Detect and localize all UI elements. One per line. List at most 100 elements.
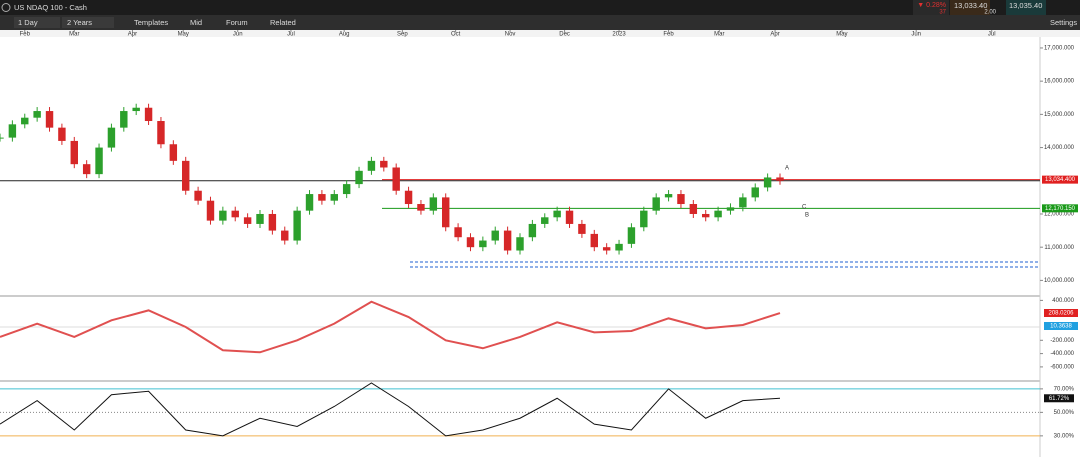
level-label-box [1042,175,1078,184]
candle [157,121,165,145]
candle [8,124,17,138]
candle [739,197,747,208]
candle [95,147,103,175]
ask[interactable]: 13,035.40 [1009,1,1042,10]
candle [231,210,239,218]
candle [380,160,388,168]
x-tick-label: Jun [911,32,921,38]
indicator-line [0,382,781,437]
button[interactable]: Related [270,18,296,27]
x-tick-label: Mar [714,32,724,38]
candle [689,204,698,214]
candle [776,177,784,181]
x-tick-label: Apr [128,32,137,38]
ask-box[interactable] [1006,0,1046,15]
bid[interactable]: 13,033.40 [954,1,987,10]
button[interactable]: Templates [134,18,168,27]
icon [1,3,11,12]
settings[interactable]: Settings [1050,18,1077,27]
candle [342,184,351,195]
range-button[interactable] [62,17,114,28]
x-tick-label: Jun [233,32,243,38]
interval-button[interactable] [14,17,60,28]
candle [268,213,277,231]
level-label: 13,034.400 [1045,177,1076,183]
candle [751,187,759,198]
candle [442,197,450,228]
range[interactable]: 2 Years [67,18,92,27]
candle [33,111,41,118]
change-box [913,0,949,15]
candle [281,230,289,241]
candle [367,160,376,171]
y-tick-label: 50.00% [1054,410,1075,416]
x-tick-label: Dec [559,32,570,38]
y-tick-label: 11,000.000 [1044,245,1074,251]
candle [70,140,78,165]
instrument[interactable]: US NDAQ 100 - Cash [14,3,87,12]
candle [169,144,178,161]
bid-box[interactable] [950,0,990,15]
value-label: 208.0206 [1048,311,1074,317]
x-tick-label: Aug [339,32,350,38]
button[interactable]: Forum [226,18,248,27]
y-tick-label: 17,000.000 [1044,46,1075,52]
candle [590,233,598,248]
y-tick-label: 15,000.000 [1044,112,1075,118]
candle [726,207,735,211]
y-tick-label: -600.000 [1050,364,1074,370]
candle [454,227,462,238]
level-label-box [1042,204,1078,213]
y-tick-label: 70.00% [1054,386,1075,392]
candle [120,111,128,128]
x-tick-label: Nov [505,32,516,38]
candle [107,127,116,148]
title-bar [0,0,1080,15]
candle [182,160,190,191]
candle [256,213,264,224]
candle [702,213,710,218]
candle [565,210,574,224]
candle [417,204,425,211]
y-tick-label: 16,000.000 [1044,79,1075,85]
spread: 2.00 [984,10,996,16]
candle [602,247,611,251]
candle [305,194,314,211]
x-tick-label: 2023 [612,32,626,38]
change: ▼ 0.28% [917,2,946,9]
candle [615,243,623,251]
x-tick-label: Jul [287,32,295,38]
candle [541,217,549,224]
y-tick-label: 12,000.000 [1044,212,1075,218]
candle [503,230,512,251]
candle [466,237,475,248]
candle [479,240,487,248]
change-points: 37 [939,10,946,16]
x-tick-label: May [178,32,189,38]
wave-label: C [802,205,807,211]
y-tick-label: 400.000 [1052,298,1074,304]
x-tick-label: Oct [451,32,461,38]
candle [206,200,215,221]
candle [132,107,140,112]
level-label: 12,170.150 [1045,206,1076,212]
x-tick-label: Sep [397,32,408,38]
candle [553,210,561,218]
candle [664,194,673,198]
y-tick-label: -400.000 [1050,351,1074,357]
candle [491,230,499,241]
candle [528,223,537,238]
x-tick-label: Apr [770,32,779,38]
y-tick-label: 30.00% [1054,433,1075,439]
interval[interactable]: 1 Day [18,18,38,27]
y-tick-label: -200.000 [1050,338,1074,344]
candle [144,107,153,122]
tool-bar [0,15,1080,30]
candle [392,167,400,191]
candle [714,210,722,218]
candle [293,210,301,241]
button[interactable]: Mid [190,18,202,27]
x-tick-label: Jul [988,32,996,38]
candle [516,237,524,251]
